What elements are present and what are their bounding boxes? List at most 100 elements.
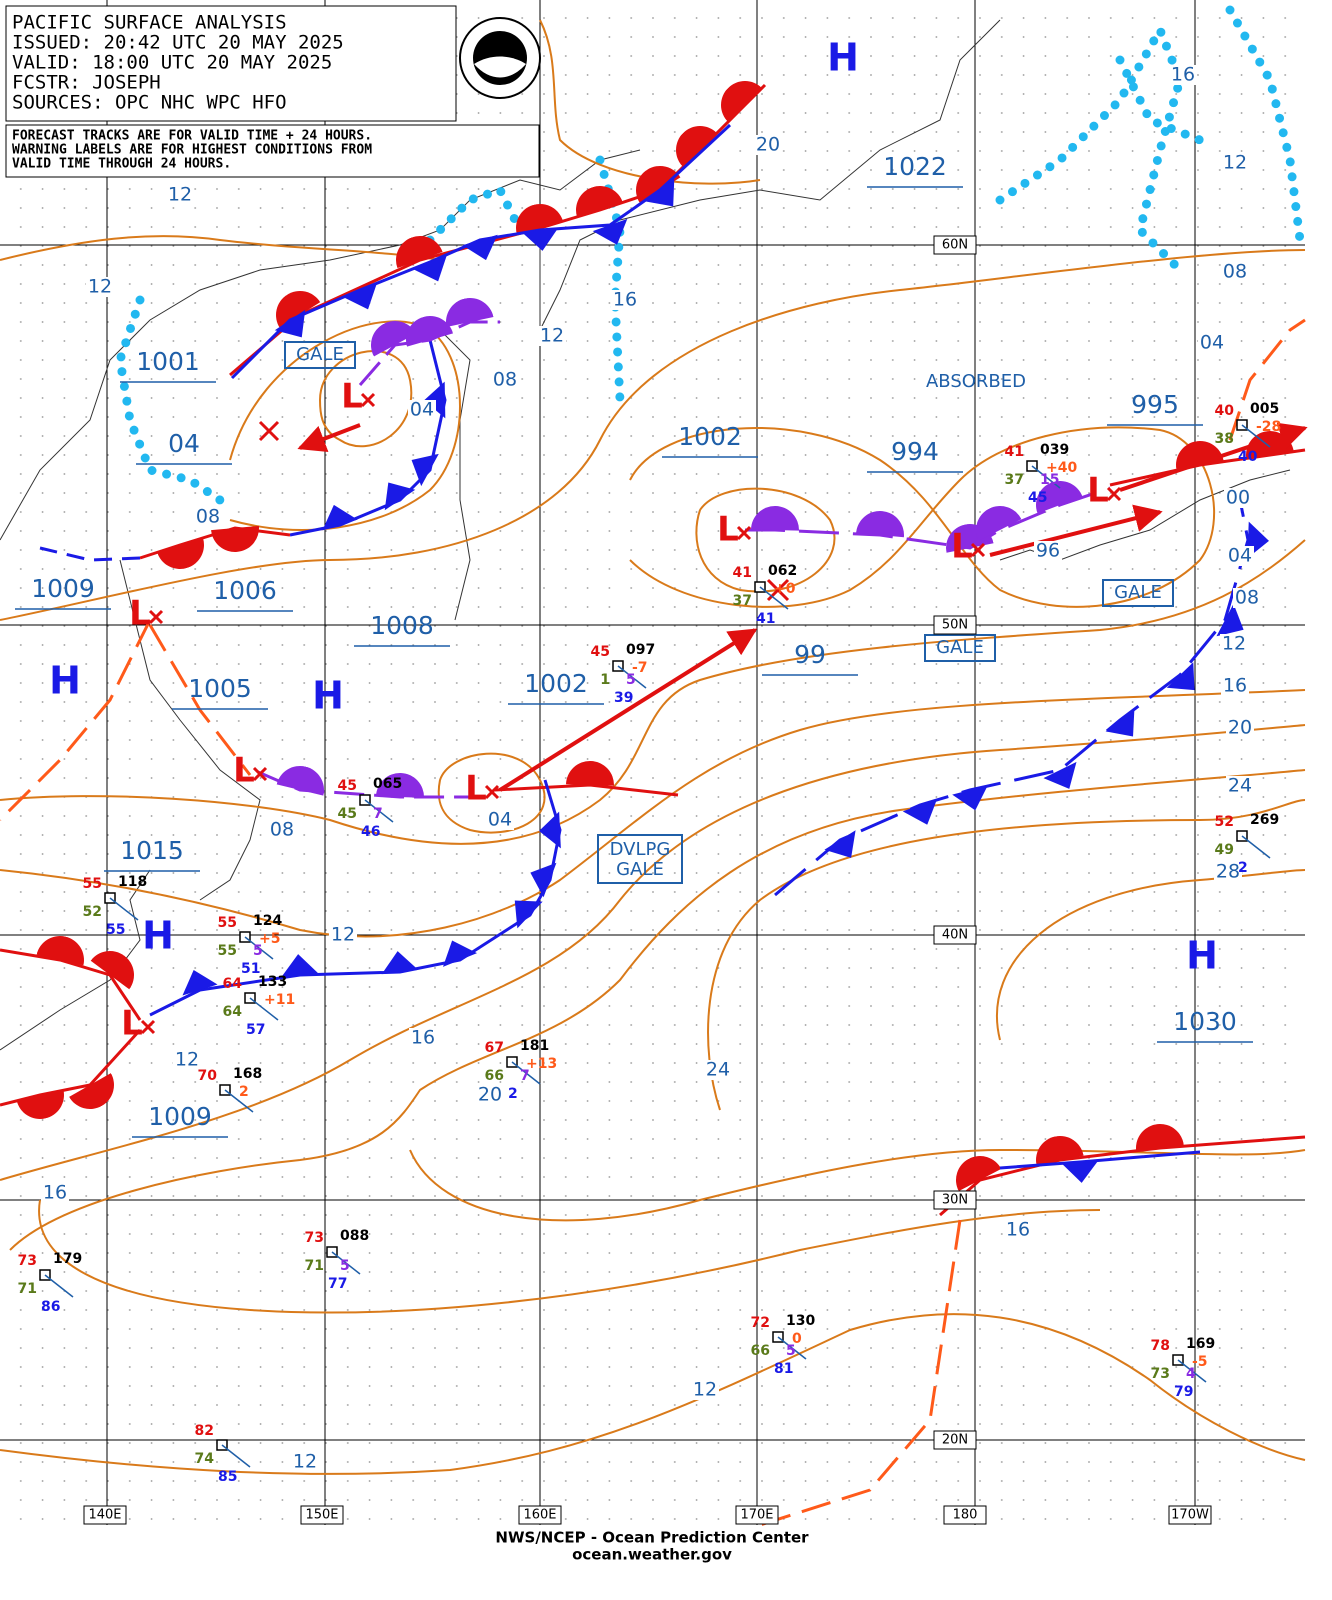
isobar-label: 12: [1223, 152, 1247, 174]
station-water-temp: 77: [328, 1276, 347, 1292]
isobar-label: 08: [196, 506, 220, 528]
center-pressure: 994: [891, 437, 939, 466]
isobar-label-bg: [1226, 776, 1254, 796]
header-line: SOURCES: OPC NHC WPC HFO: [12, 92, 287, 114]
low-cross: [252, 766, 268, 782]
header-line: FCSTR: JOSEPH: [12, 72, 161, 94]
station-air-temp: 45: [338, 778, 357, 794]
header-box: [5, 5, 457, 122]
isobar-label-bg: [1214, 862, 1242, 882]
station-dew-point: 71: [18, 1281, 37, 1297]
grid-label-box: [933, 925, 977, 945]
header-line: PACIFIC SURFACE ANALYSIS: [12, 12, 287, 34]
station-dew-point: 55: [218, 943, 237, 959]
isobar-label: 04: [1228, 545, 1252, 567]
station-cloud: 5: [340, 1258, 350, 1274]
station-pressure: 062: [768, 563, 797, 579]
station-tendency: +40: [1046, 460, 1077, 476]
station-air-temp: 52: [1215, 814, 1234, 830]
isobar-label: 24: [706, 1059, 730, 1081]
station-dew-point: 66: [751, 1343, 770, 1359]
fronts: [0, 81, 1306, 1527]
warning-label: DVLPG: [610, 839, 671, 860]
isobar-label-bg: [408, 400, 436, 420]
warning-box: [1102, 579, 1174, 607]
wind-barb: [511, 1061, 541, 1085]
isobar-label: 16: [411, 1027, 435, 1049]
forecast-positions: [258, 420, 790, 602]
grid-label: 170E: [740, 1508, 773, 1523]
isobar-label-bg: [166, 185, 194, 205]
station-water-temp: 55: [106, 922, 125, 938]
station-dew-point: 37: [1005, 472, 1024, 488]
warning-label: GALE: [296, 344, 344, 365]
station-pressure: 097: [626, 642, 655, 658]
isobar-label-bg: [329, 925, 357, 945]
wind-barb: [244, 936, 274, 960]
isobar-label-bg: [1226, 718, 1254, 738]
isobar-label: 96: [1036, 540, 1060, 562]
station-air-temp: 70: [198, 1068, 218, 1084]
center-pressure: 1015: [120, 836, 184, 865]
center-pressure: 99: [794, 640, 826, 669]
wind-barb: [44, 1274, 74, 1298]
station-air-temp: 45: [591, 644, 610, 660]
warning-label: GALE: [616, 859, 664, 880]
center-pressure: 1002: [524, 669, 588, 698]
isobar-label-bg: [1220, 634, 1248, 654]
station-cloud: 5: [786, 1343, 796, 1359]
station-pressure: 179: [53, 1251, 82, 1267]
isobar-label: 20: [478, 1084, 502, 1106]
grid-label-box: [933, 235, 977, 255]
header-line: ISSUED: 20:42 UTC 20 MAY 2025: [12, 32, 344, 54]
low-symbol: L: [121, 1004, 143, 1044]
isobar-label-bg: [291, 1452, 319, 1472]
station-dew-point: 37: [733, 593, 752, 609]
station-water-temp: 45: [1028, 490, 1047, 506]
grid-label-box: [300, 1505, 344, 1525]
warning-box: [597, 834, 683, 884]
station-water-temp: 57: [246, 1022, 265, 1038]
station-pressure: 181: [520, 1038, 549, 1054]
isobar-label-bg: [268, 820, 296, 840]
station-water-temp: 40: [1238, 449, 1258, 465]
isobar-label-bg: [754, 135, 782, 155]
center-pressure: 1006: [213, 576, 277, 605]
isobar-label: 00: [1226, 487, 1250, 509]
wind-barb: [1241, 835, 1271, 859]
station-tendency: +11: [264, 992, 295, 1008]
station-tendency: +5: [259, 931, 280, 947]
isobar-label-bg: [1034, 541, 1062, 561]
isobar-label-bg: [1221, 262, 1249, 282]
station-dew-point: 45: [338, 806, 357, 822]
grid-label: 20N: [942, 1433, 968, 1448]
station-water-temp: 79: [1174, 1384, 1193, 1400]
low-symbol: L: [951, 527, 973, 567]
station-air-temp: 72: [751, 1315, 770, 1331]
isobar-label-bg: [1221, 153, 1249, 173]
isobar-label-bg: [704, 1060, 732, 1080]
isobar-label: 16: [43, 1182, 67, 1204]
station-water-temp: 85: [218, 1469, 237, 1485]
station-pressure: 168: [233, 1066, 262, 1082]
station-tendency: 0: [792, 1331, 802, 1347]
station-tendency: 2: [239, 1084, 249, 1100]
station-cloud: 5: [253, 943, 263, 959]
forecast-tracks: [297, 422, 1308, 792]
grid-label: 30N: [942, 1193, 968, 1208]
isobar-label: 08: [1235, 587, 1259, 609]
station-pressure: 088: [340, 1228, 369, 1244]
isobar-label: 08: [270, 819, 294, 841]
low-cross: [140, 1019, 156, 1035]
station-pressure: 130: [786, 1313, 815, 1329]
wind-barb: [331, 1251, 361, 1275]
grid-label: 60N: [942, 238, 968, 253]
wind-barb: [759, 586, 789, 610]
isobar-label: 12: [293, 1451, 317, 1473]
grid-label-box: [735, 1505, 779, 1525]
low-cross: [360, 392, 376, 408]
station-water-temp: 41: [756, 611, 775, 627]
wind-barb: [1031, 465, 1061, 489]
high-symbol: H: [142, 914, 174, 958]
